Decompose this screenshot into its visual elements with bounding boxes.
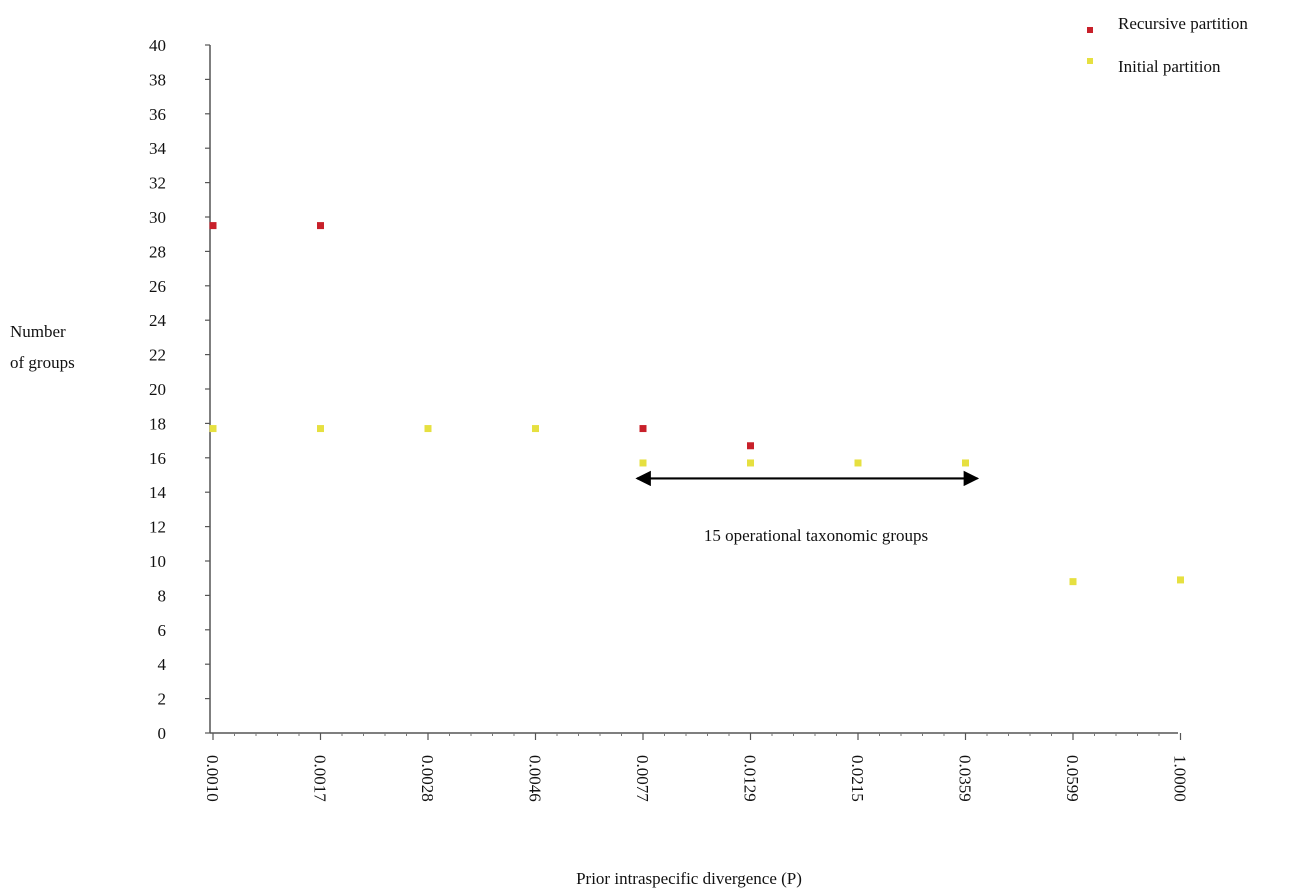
y-tick-label: 40 — [149, 36, 166, 55]
y-tick-label: 30 — [149, 208, 166, 227]
y-tick-label: 22 — [149, 346, 166, 365]
y-tick-label: 18 — [149, 414, 166, 433]
data-points — [209, 222, 1184, 586]
y-axis-label-line1: Number — [10, 322, 66, 341]
y-tick-label: 32 — [149, 174, 166, 193]
point-initial-partition — [747, 459, 754, 467]
point-initial-partition — [209, 425, 217, 433]
point-recursive-partition — [317, 222, 324, 230]
x-tick-label: 0.0017 — [311, 755, 330, 802]
x-tick-label: 0.0215 — [848, 755, 867, 802]
axes — [209, 45, 1178, 734]
x-tick-label: 0.0077 — [633, 755, 652, 802]
point-initial-partition — [962, 459, 969, 467]
y-tick-label: 12 — [149, 518, 166, 537]
y-tick-label: 0 — [158, 724, 167, 743]
y-tick-label: 36 — [149, 105, 166, 124]
point-initial-partition — [639, 459, 647, 467]
y-tick-label: 28 — [149, 242, 166, 261]
y-tick-label: 14 — [149, 483, 167, 502]
x-tick-label: 0.0010 — [203, 755, 222, 802]
y-tick-label: 2 — [158, 690, 167, 709]
x-axis-label: Prior intraspecific divergence (P) — [576, 869, 802, 888]
y-tick-label: 34 — [149, 139, 167, 158]
x-tick-label: 0.0028 — [418, 755, 437, 802]
point-initial-partition — [317, 425, 324, 433]
x-tick-label: 1.0000 — [1171, 755, 1190, 802]
legend-label-recursive-partition: Recursive partition — [1118, 14, 1248, 33]
y-tick-label: 16 — [149, 449, 166, 468]
x-ticks: 0.0010 0.0017 0.0028 0.0046 0.0077 0.0129 0.02… — [203, 733, 1190, 802]
legend-marker-initial-partition — [1087, 58, 1093, 64]
point-recursive-partition — [639, 425, 647, 433]
x-tick-label: 0.0129 — [741, 755, 760, 802]
point-recursive-partition — [209, 222, 217, 230]
point-initial-partition — [1177, 576, 1184, 584]
y-tick-label: 8 — [158, 586, 167, 605]
annotation-text: 15 operational taxonomic groups — [704, 526, 928, 545]
point-recursive-partition — [747, 442, 754, 450]
point-initial-partition — [1069, 578, 1077, 586]
y-tick-label: 38 — [149, 70, 166, 89]
x-tick-label: 0.0599 — [1063, 755, 1082, 802]
legend-label-initial-partition: Initial partition — [1118, 57, 1221, 76]
y-tick-label: 26 — [149, 277, 166, 296]
y-tick-label: 20 — [149, 380, 166, 399]
y-tick-label: 4 — [158, 655, 167, 674]
y-tick-label: 10 — [149, 552, 166, 571]
y-axis-label-line2: of groups — [10, 353, 75, 372]
point-initial-partition — [854, 459, 862, 467]
point-initial-partition — [424, 425, 432, 433]
point-initial-partition — [532, 425, 539, 433]
annotation: 15 operational taxonomic groups — [635, 470, 980, 545]
y-tick-label: 24 — [149, 311, 167, 330]
legend: Recursive partition Initial partition — [1087, 14, 1248, 76]
legend-marker-recursive-partition — [1087, 27, 1093, 33]
x-tick-label: 0.0359 — [956, 755, 975, 802]
x-tick-label: 0.0046 — [526, 755, 545, 802]
y-tick-label: 6 — [158, 621, 167, 640]
